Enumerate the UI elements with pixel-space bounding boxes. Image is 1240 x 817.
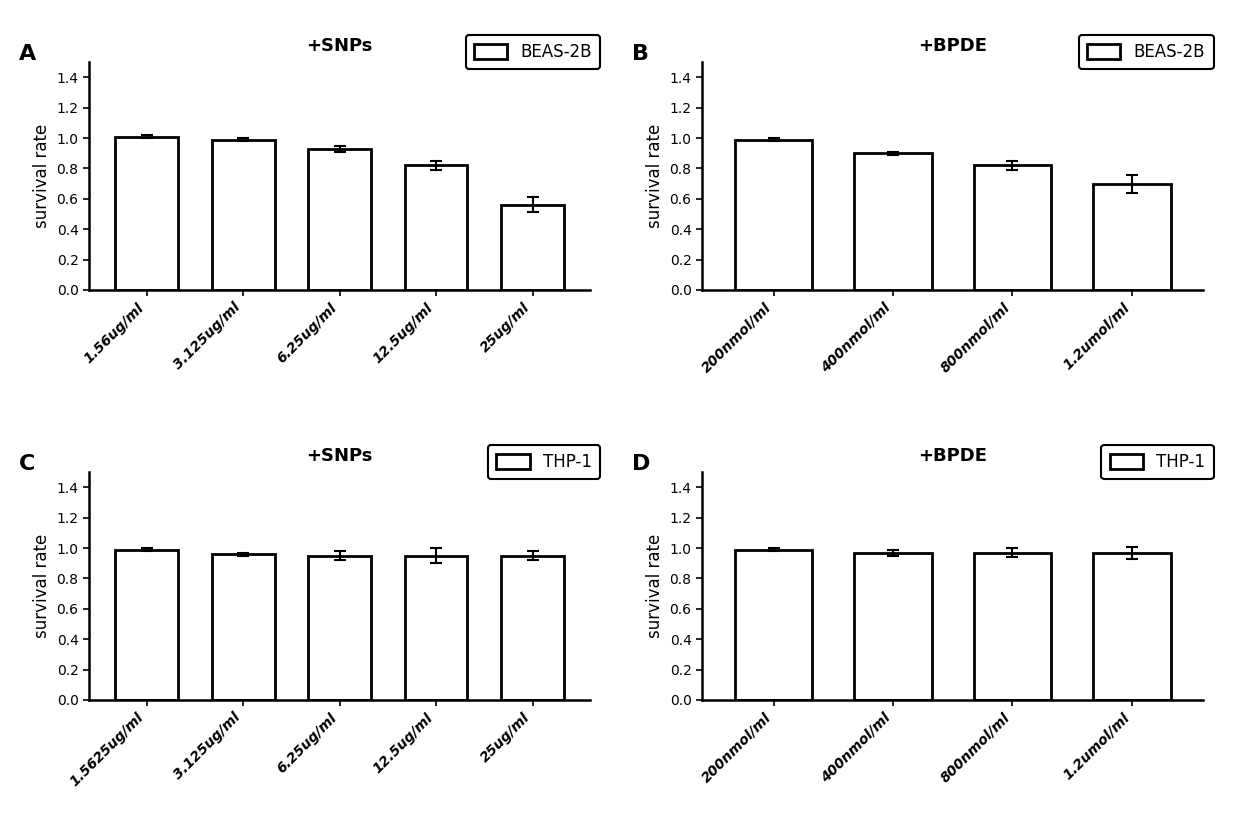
Title: +BPDE: +BPDE <box>919 447 987 465</box>
Bar <box>973 165 1052 290</box>
Bar <box>501 556 564 700</box>
Bar <box>115 136 179 290</box>
Bar <box>1092 552 1171 700</box>
Bar <box>1092 184 1171 290</box>
Y-axis label: survival rate: survival rate <box>33 124 51 228</box>
Bar <box>115 550 179 700</box>
Bar <box>212 140 274 290</box>
Legend: BEAS-2B: BEAS-2B <box>466 35 600 69</box>
Text: A: A <box>19 44 36 64</box>
Title: +SNPs: +SNPs <box>306 447 373 465</box>
Bar <box>212 554 274 700</box>
Legend: THP-1: THP-1 <box>489 444 600 480</box>
Bar <box>854 154 931 290</box>
Legend: THP-1: THP-1 <box>1101 444 1214 480</box>
Text: C: C <box>19 454 35 474</box>
Title: +BPDE: +BPDE <box>919 37 987 55</box>
Bar <box>309 149 371 290</box>
Title: +SNPs: +SNPs <box>306 37 373 55</box>
Y-axis label: survival rate: survival rate <box>646 124 663 228</box>
Legend: BEAS-2B: BEAS-2B <box>1079 35 1214 69</box>
Bar <box>973 552 1052 700</box>
Bar <box>309 556 371 700</box>
Y-axis label: survival rate: survival rate <box>646 534 663 638</box>
Bar <box>501 205 564 290</box>
Text: B: B <box>631 44 649 64</box>
Y-axis label: survival rate: survival rate <box>33 534 51 638</box>
Bar <box>735 140 812 290</box>
Bar <box>735 550 812 700</box>
Bar <box>854 552 931 700</box>
Text: D: D <box>631 454 650 474</box>
Bar <box>404 165 467 290</box>
Bar <box>404 556 467 700</box>
